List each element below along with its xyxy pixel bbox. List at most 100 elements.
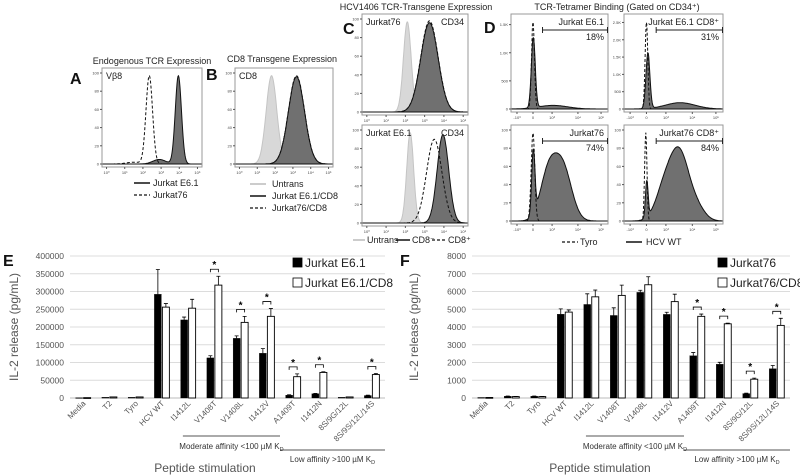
bar-cd8	[319, 371, 328, 399]
x-tick-label: 10⁴	[575, 115, 581, 120]
error-bar	[182, 316, 187, 320]
y-tick-label: 80	[504, 146, 509, 151]
bar-parent	[154, 294, 162, 399]
sample-label: Jurkat E6.1	[558, 17, 604, 27]
bar-parent	[180, 319, 188, 399]
group-subscript: D	[776, 460, 780, 466]
legend-b: Untrans Jurkat E6.1/CD8 Jurkat76/CD8	[250, 179, 338, 213]
x-tick-label: 10³	[290, 170, 296, 175]
y-tick-label: 4000	[447, 322, 466, 332]
bar-chart-e: 0 50000 100000 150000 200000 250000 300000 3500…	[7, 251, 393, 475]
histogram-curve	[102, 75, 202, 165]
y-tick-label: 0	[59, 393, 64, 403]
y-tick-label: 1000	[447, 375, 466, 385]
bar-chart-f: 0 1000 2000 3000 4000 5000 6000 7000 8000 IL-2 re…	[407, 251, 800, 475]
y-tick-label: 500	[501, 78, 508, 83]
flow-plot-c1: 10⁰ 10¹ 10² 10³ 10⁴ 10⁵ 0 20 40 60 80 100 Jurkat76 CD…	[352, 13, 469, 123]
bar-cd8	[564, 311, 573, 399]
bar-cd8	[697, 315, 706, 399]
x-tick-label: 10⁰	[104, 170, 110, 175]
significance-star: *	[695, 298, 699, 309]
x-tick-label: 0	[645, 227, 648, 232]
plot-frame	[234, 67, 334, 168]
x-tick-label: 10⁵	[194, 170, 200, 175]
legend-a-0: Jurkat E6.1	[153, 178, 199, 188]
bar-cd8	[644, 284, 653, 399]
error-bar	[155, 269, 160, 295]
low-affinity-label: Low affinity >100 µM KD	[290, 455, 375, 466]
bar-parent	[206, 357, 215, 399]
histogram-curve	[511, 131, 608, 222]
histogram-curve	[510, 37, 608, 110]
y-tick-label: 100	[225, 71, 232, 76]
category-label: I1412L	[572, 399, 596, 423]
y-tick-label: 40	[504, 182, 509, 187]
y-tick-label: 20	[355, 91, 360, 96]
x-tick-label: -10³	[627, 115, 635, 120]
category-label: I1412N	[299, 399, 324, 424]
x-tick-label: 10⁴	[689, 115, 695, 120]
category-label: V1408L	[623, 399, 649, 425]
bar-cd8	[591, 296, 600, 399]
legend-d-0: Tyro	[580, 237, 598, 247]
legend-c-0: Untrans	[367, 235, 399, 245]
group-subscript: D	[371, 460, 375, 466]
x-axis-title: Peptide stimulation	[154, 461, 255, 475]
significance-star: *	[370, 358, 374, 369]
x-tick-label: 10²	[402, 229, 408, 234]
x-tick-label: 10²	[140, 170, 146, 175]
bar-parent	[259, 353, 267, 399]
significance-star: *	[722, 307, 726, 318]
y-tick-label: 0	[619, 219, 622, 224]
y-tick-label: 150000	[36, 340, 65, 350]
error-bar	[725, 322, 730, 324]
bar-parent	[769, 368, 777, 399]
y-tick-label: 0	[230, 162, 233, 167]
significance-bracket	[236, 308, 246, 313]
significance-star: *	[775, 302, 779, 313]
flow-plot-d4: -10³ 0 10³ 10⁴ 10⁵ 0 20 40 60 80 100 Jurkat76 CD8⁺ 8…	[614, 124, 724, 232]
y-tick-label: 20	[95, 143, 100, 148]
sample-label: Jurkat76	[569, 128, 604, 138]
title-c: HCV1406 TCR-Transgene Expression	[340, 2, 493, 12]
error-bar	[558, 308, 563, 315]
y-tick-label: 2.0K	[613, 37, 622, 42]
bar-cd8	[214, 284, 223, 399]
x-tick-label: -10³	[513, 115, 521, 120]
error-bar	[691, 352, 696, 356]
category-label: Tyro	[525, 399, 543, 417]
histogram-curve	[235, 75, 333, 165]
legend-c: Untrans CD8⁻ CD8⁺	[353, 235, 471, 245]
histogram-curve	[624, 146, 724, 222]
bar-cd8	[485, 397, 494, 399]
error-bar	[321, 371, 326, 373]
plot-frame	[623, 13, 724, 113]
category-label: I1412V	[247, 399, 272, 424]
panel-label-c: C	[343, 21, 355, 38]
y-tick-label: 0	[461, 393, 466, 403]
panel-label-f: F	[400, 253, 410, 270]
error-bar	[699, 313, 704, 317]
significance-star: *	[748, 362, 752, 373]
plot-frame	[101, 67, 203, 168]
y-tick-label: 400000	[36, 251, 65, 261]
category-label: V1408T	[193, 399, 219, 425]
category-label: I1412V	[651, 399, 676, 424]
error-bar	[611, 307, 616, 316]
group-text: Moderate affinity <100 µM K	[583, 442, 684, 451]
y-tick-label: 6000	[447, 287, 466, 297]
panel-label-b: B	[206, 67, 218, 84]
y-tick-label: 20	[617, 200, 622, 205]
group-text: Moderate affinity <100 µM K	[179, 442, 280, 451]
x-tick-label: 10³	[663, 227, 669, 232]
category-label: Media	[468, 399, 490, 421]
gate-percentage: 84%	[701, 143, 719, 153]
y-tick-label: 0	[619, 107, 622, 112]
legend-d-1: HCV WT	[646, 237, 682, 247]
x-tick-label: 10⁰	[364, 118, 370, 123]
plot-frame	[623, 124, 724, 225]
legend-b-1: Jurkat E6.1/CD8	[272, 191, 338, 201]
y-tick-label: 50000	[40, 375, 64, 385]
significance-bracket	[772, 310, 782, 315]
legend-a: Jurkat E6.1 Jurkat76	[134, 178, 199, 200]
